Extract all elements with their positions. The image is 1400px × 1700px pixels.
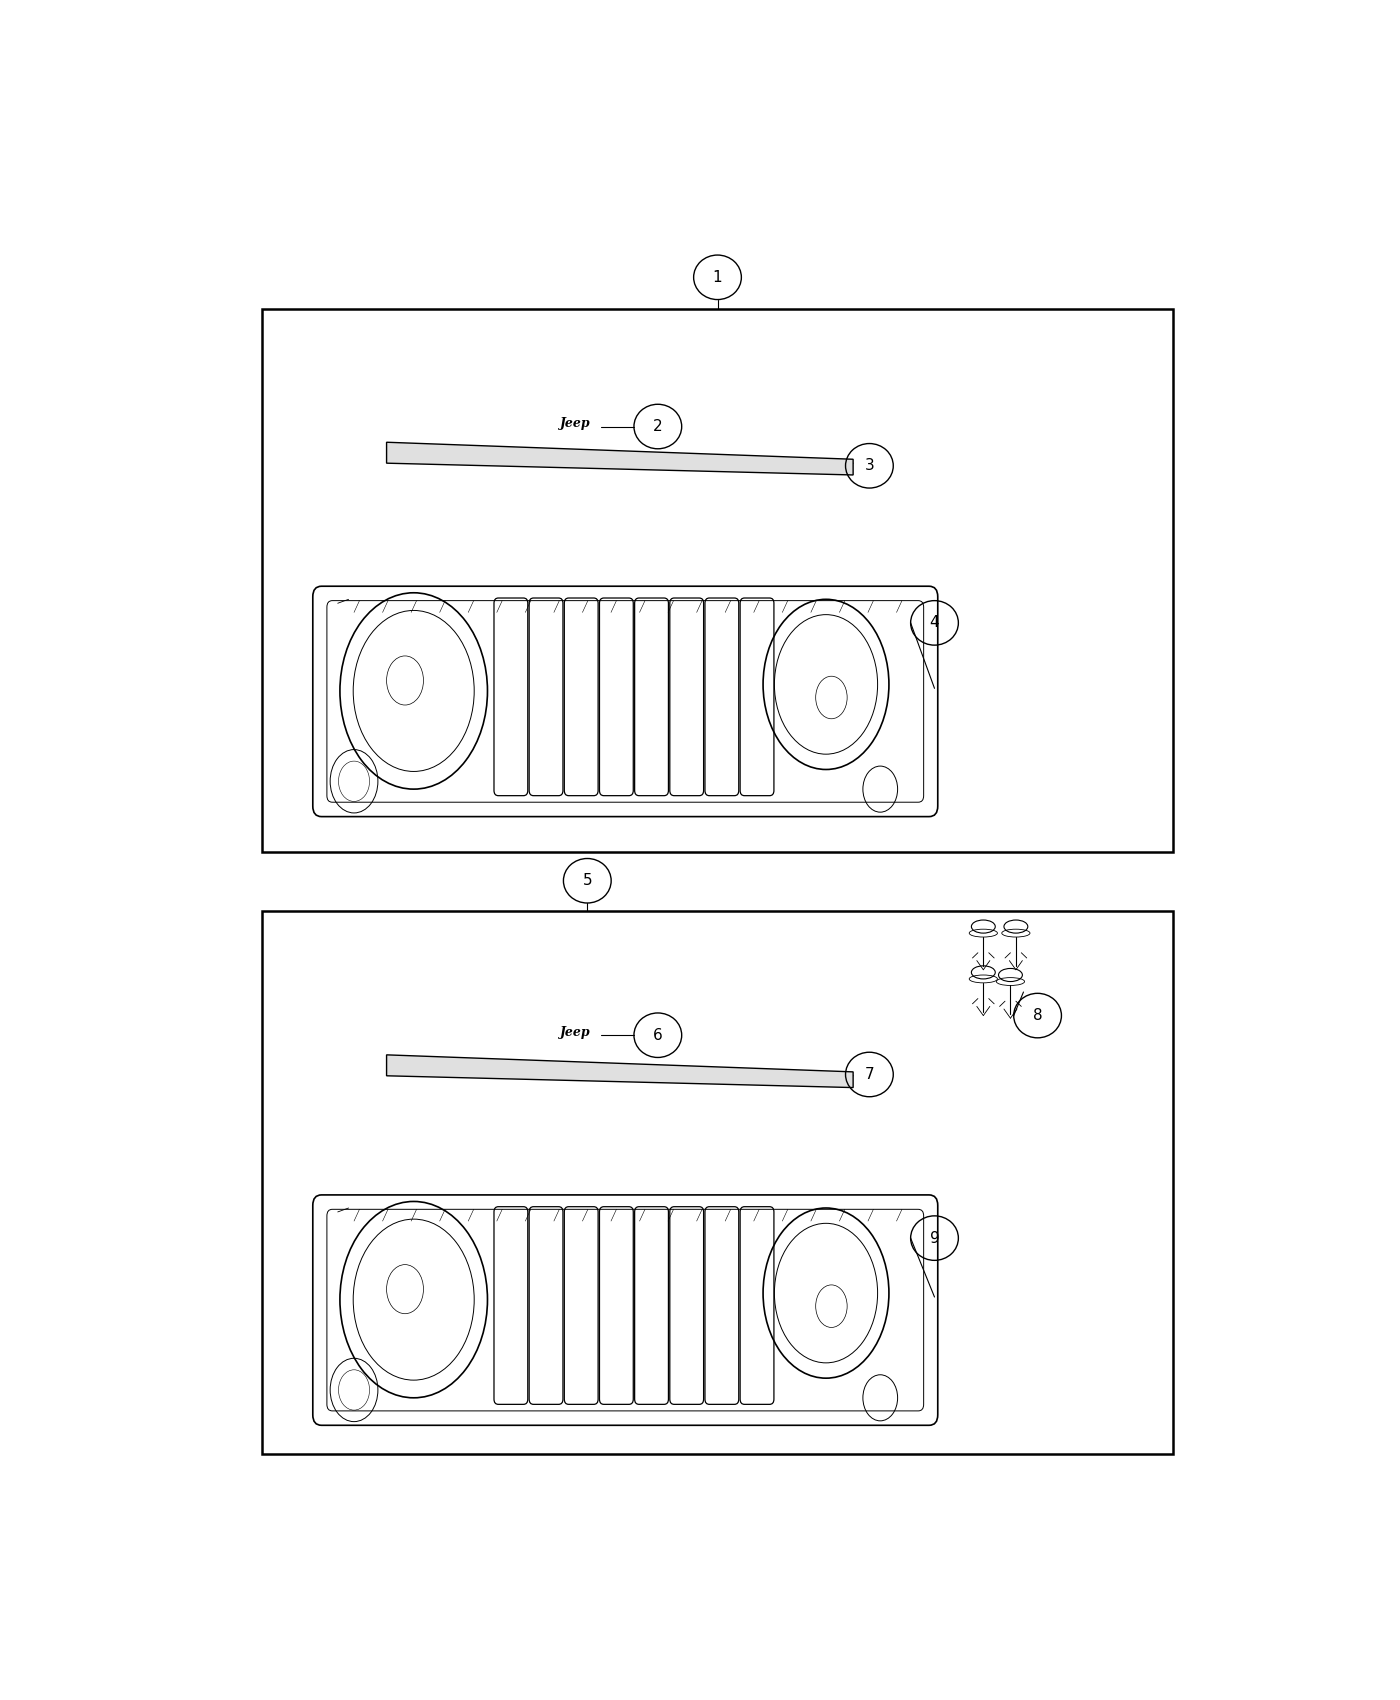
Text: Jeep: Jeep xyxy=(560,1027,591,1039)
Text: 2: 2 xyxy=(652,418,662,434)
Bar xyxy=(262,309,1173,852)
Polygon shape xyxy=(386,442,853,474)
Text: 6: 6 xyxy=(652,1028,662,1042)
Text: 1: 1 xyxy=(713,270,722,286)
Text: 3: 3 xyxy=(865,459,874,473)
Text: 8: 8 xyxy=(1033,1008,1043,1023)
Text: 4: 4 xyxy=(930,615,939,631)
Text: Jeep: Jeep xyxy=(560,418,591,430)
Text: 9: 9 xyxy=(930,1231,939,1246)
Polygon shape xyxy=(386,1054,853,1088)
Text: 5: 5 xyxy=(582,874,592,889)
Bar xyxy=(262,911,1173,1454)
Text: 7: 7 xyxy=(865,1068,874,1081)
